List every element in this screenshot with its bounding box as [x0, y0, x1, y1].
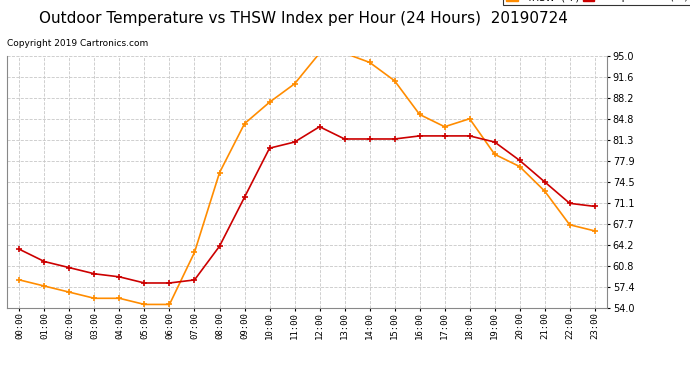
Legend: THSW  (°F), Temperature  (°F): THSW (°F), Temperature (°F): [503, 0, 690, 5]
Text: Copyright 2019 Cartronics.com: Copyright 2019 Cartronics.com: [7, 39, 148, 48]
Text: Outdoor Temperature vs THSW Index per Hour (24 Hours)  20190724: Outdoor Temperature vs THSW Index per Ho…: [39, 11, 568, 26]
